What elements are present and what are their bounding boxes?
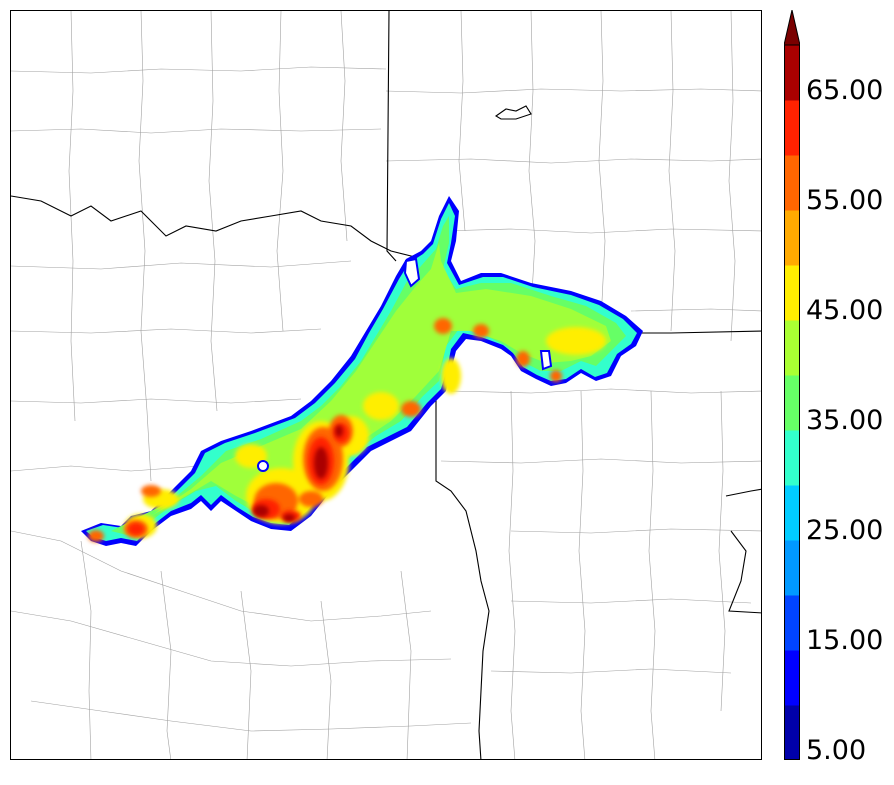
colorbar-segment — [784, 485, 800, 541]
colorbar-segment — [784, 210, 800, 266]
colorbar-segment — [784, 265, 800, 321]
reflectivity-field — [81, 196, 643, 546]
colorbar-segment — [784, 375, 800, 431]
colorbar-segment — [784, 430, 800, 486]
colorbar-segment — [784, 155, 800, 211]
colorbar-tick-label: 55.00 — [806, 185, 884, 216]
colorbar-tick-label: 65.00 — [806, 75, 884, 106]
radar-map — [10, 10, 762, 760]
colorbar-tick-label: 5.00 — [806, 735, 867, 766]
colorbar-segment — [784, 595, 800, 651]
colorbar-tick-label: 35.00 — [806, 405, 884, 436]
colorbar-extend-arrow — [784, 10, 800, 46]
colorbar-segment — [784, 100, 800, 156]
colorbar — [784, 10, 800, 760]
map-canvas — [11, 11, 761, 759]
colorbar-tick-label: 15.00 — [806, 625, 884, 656]
colorbar-segment — [784, 540, 800, 596]
colorbar-tick-label: 45.00 — [806, 295, 884, 326]
colorbar-segment — [784, 45, 800, 101]
colorbar-tick-label: 25.00 — [806, 515, 884, 546]
colorbar-segment — [784, 705, 800, 760]
colorbar-segment — [784, 650, 800, 706]
colorbar-outline — [784, 44, 800, 760]
colorbar-segment — [784, 320, 800, 376]
county-boundaries — [11, 11, 761, 759]
